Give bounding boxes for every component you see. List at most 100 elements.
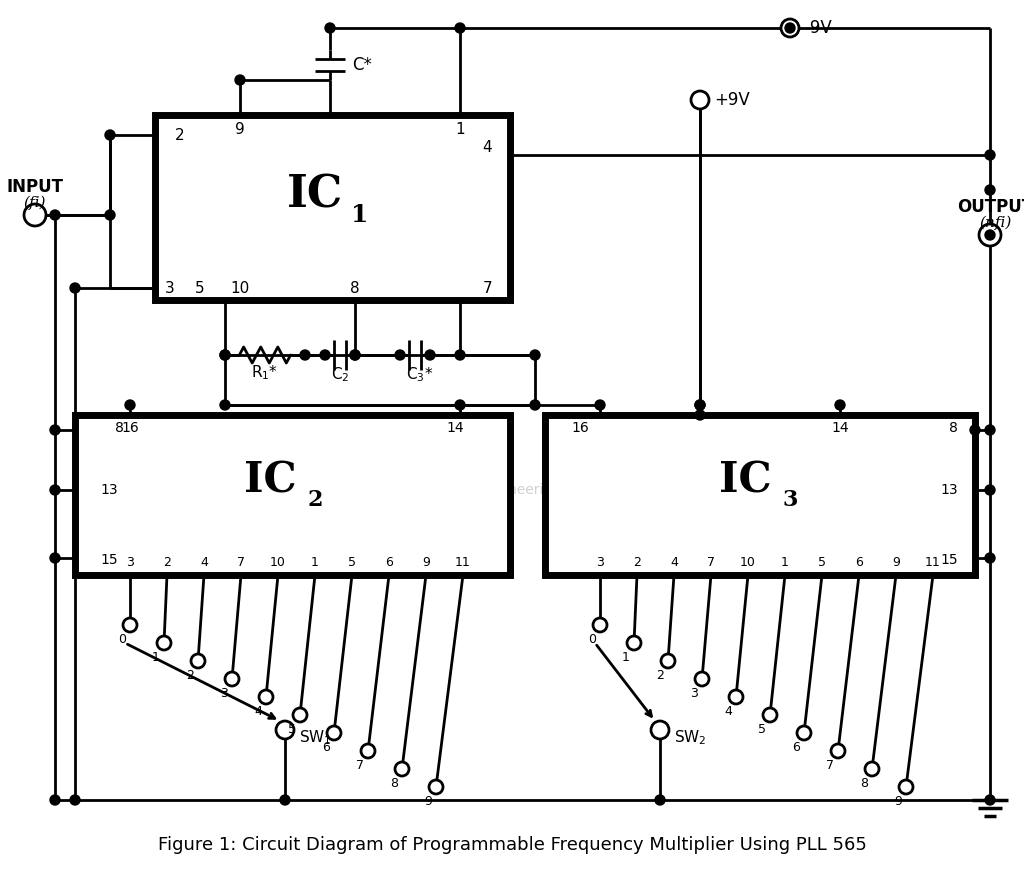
Text: 4: 4 <box>254 705 262 718</box>
Text: IC: IC <box>287 173 343 217</box>
Circle shape <box>225 672 239 686</box>
Circle shape <box>651 721 669 739</box>
Text: 3: 3 <box>596 556 604 569</box>
Circle shape <box>655 795 665 805</box>
Circle shape <box>729 690 743 704</box>
Text: © at www.bestengineeringprojects.com: © at www.bestengineeringprojects.com <box>374 483 650 497</box>
Text: 10: 10 <box>270 556 286 569</box>
Circle shape <box>325 23 335 33</box>
Circle shape <box>899 780 913 794</box>
Text: R$_1$*: R$_1$* <box>252 364 279 382</box>
Circle shape <box>191 654 205 668</box>
Text: 2: 2 <box>656 669 664 681</box>
Text: C*: C* <box>352 56 372 74</box>
Circle shape <box>123 618 137 632</box>
Circle shape <box>327 726 341 740</box>
Circle shape <box>50 425 60 435</box>
Text: 3: 3 <box>126 556 134 569</box>
Text: 6: 6 <box>855 556 863 569</box>
Text: 9: 9 <box>892 556 900 569</box>
Text: 1: 1 <box>781 556 788 569</box>
Text: IC: IC <box>719 459 771 501</box>
Text: 9: 9 <box>424 794 432 807</box>
Circle shape <box>350 350 360 360</box>
Text: 6: 6 <box>323 740 330 753</box>
Circle shape <box>455 350 465 360</box>
Text: 15: 15 <box>100 553 118 567</box>
Text: 2: 2 <box>186 669 194 681</box>
Circle shape <box>985 795 995 805</box>
Text: 7: 7 <box>237 556 245 569</box>
Text: 5: 5 <box>195 280 205 295</box>
Text: 8: 8 <box>860 777 868 789</box>
Text: 11: 11 <box>925 556 941 569</box>
Circle shape <box>530 400 540 410</box>
Text: 6: 6 <box>385 556 393 569</box>
Circle shape <box>455 23 465 33</box>
Text: SW$_1$: SW$_1$ <box>299 729 332 747</box>
Circle shape <box>985 230 995 240</box>
Circle shape <box>50 795 60 805</box>
Text: 3: 3 <box>220 686 228 699</box>
Text: 7: 7 <box>826 759 834 772</box>
Text: 9: 9 <box>422 556 430 569</box>
Circle shape <box>105 210 115 220</box>
Text: 7: 7 <box>356 759 364 772</box>
Text: 8: 8 <box>350 280 359 295</box>
Circle shape <box>662 654 675 668</box>
Text: 4: 4 <box>200 556 208 569</box>
Text: 2: 2 <box>175 127 184 143</box>
Text: (fi): (fi) <box>24 196 46 210</box>
Text: IC: IC <box>244 459 296 501</box>
Text: Figure 1: Circuit Diagram of Programmable Frequency Multiplier Using PLL 565: Figure 1: Circuit Diagram of Programmabl… <box>158 836 866 854</box>
Circle shape <box>220 350 230 360</box>
Text: 2: 2 <box>633 556 641 569</box>
Text: 4: 4 <box>670 556 678 569</box>
Text: 3: 3 <box>690 686 698 699</box>
Circle shape <box>835 400 845 410</box>
Circle shape <box>50 485 60 495</box>
Circle shape <box>425 350 435 360</box>
Circle shape <box>220 350 230 360</box>
Text: 8: 8 <box>115 421 124 435</box>
Circle shape <box>395 350 406 360</box>
Circle shape <box>797 726 811 740</box>
Text: 5: 5 <box>348 556 356 569</box>
Circle shape <box>695 400 705 410</box>
Circle shape <box>280 795 290 805</box>
Text: 16: 16 <box>571 421 589 435</box>
Text: 5: 5 <box>758 723 766 735</box>
Circle shape <box>293 708 307 722</box>
Text: 3: 3 <box>782 489 798 511</box>
Circle shape <box>985 425 995 435</box>
Text: 0: 0 <box>588 632 596 645</box>
Text: 10: 10 <box>230 280 249 295</box>
Text: 16: 16 <box>121 421 139 435</box>
Text: -9V: -9V <box>804 19 831 37</box>
Circle shape <box>593 618 607 632</box>
Circle shape <box>24 204 46 226</box>
Text: 7: 7 <box>707 556 715 569</box>
Circle shape <box>691 91 709 109</box>
Circle shape <box>70 795 80 805</box>
Circle shape <box>429 780 443 794</box>
Circle shape <box>970 425 980 435</box>
Circle shape <box>157 636 171 650</box>
Text: 1: 1 <box>622 651 630 664</box>
Circle shape <box>530 350 540 360</box>
Text: 14: 14 <box>446 421 464 435</box>
Text: SW$_2$: SW$_2$ <box>674 729 707 747</box>
Text: 13: 13 <box>940 483 958 497</box>
Text: INPUT: INPUT <box>6 178 63 196</box>
Text: 3: 3 <box>165 280 175 295</box>
Circle shape <box>627 636 641 650</box>
Text: C$_3$*: C$_3$* <box>407 366 433 384</box>
Circle shape <box>979 224 1001 246</box>
Circle shape <box>220 400 230 410</box>
Circle shape <box>985 185 995 195</box>
Circle shape <box>695 410 705 420</box>
Text: 8: 8 <box>390 777 398 789</box>
Circle shape <box>234 75 245 85</box>
Text: 15: 15 <box>940 553 958 567</box>
Text: 2: 2 <box>163 556 171 569</box>
